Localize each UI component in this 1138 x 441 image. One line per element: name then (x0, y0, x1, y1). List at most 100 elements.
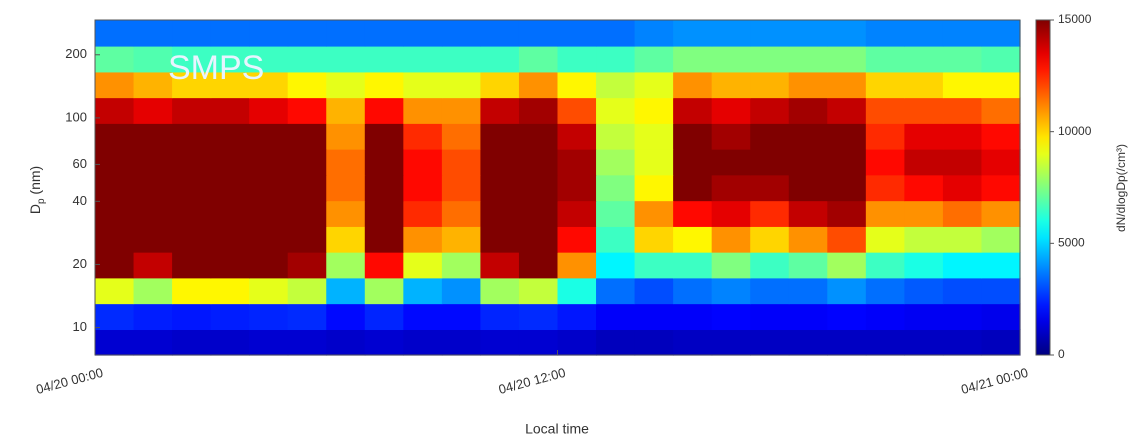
heatmap-cell (288, 304, 327, 330)
heatmap-cell (866, 201, 905, 227)
heatmap-cell (981, 20, 1020, 47)
heatmap-cell (403, 201, 442, 227)
heatmap-cell (981, 304, 1020, 330)
heatmap-cell (134, 226, 173, 252)
heatmap-cell (981, 175, 1020, 201)
heatmap-cell (442, 72, 481, 98)
heatmap-cell (519, 123, 558, 149)
heatmap-cell (712, 175, 751, 201)
x-tick-label: 04/20 12:00 (497, 365, 567, 397)
y-label-main: D (27, 204, 43, 214)
heatmap-cell (943, 278, 982, 304)
heatmap-cell (827, 123, 866, 149)
heatmap-cell (827, 304, 866, 330)
heatmap-cell (211, 20, 250, 47)
heatmap-cell (134, 72, 173, 98)
heatmap-cell (365, 304, 404, 330)
heatmap-cell (442, 201, 481, 227)
heatmap-cell (519, 252, 558, 278)
heatmap-cell (750, 175, 789, 201)
heatmap-cell (326, 252, 365, 278)
heatmap-cell (712, 252, 751, 278)
heatmap-cell (750, 149, 789, 175)
heatmap-cell (789, 123, 828, 149)
colorbar-tick-label: 5000 (1058, 236, 1085, 250)
chart: SMPS Local time Dp (nm) dN/dlogDp(/cm³) … (0, 0, 1138, 441)
heatmap-cell (134, 20, 173, 47)
heatmap-cell (172, 201, 211, 227)
heatmap-cell (365, 20, 404, 47)
heatmap-cell (635, 201, 674, 227)
heatmap-cell (480, 252, 519, 278)
heatmap-cell (981, 72, 1020, 98)
heatmap-cell (904, 20, 943, 47)
heatmap-cell (172, 226, 211, 252)
heatmap-cell (673, 329, 712, 355)
heatmap-cell (789, 329, 828, 355)
heatmap-cell (365, 226, 404, 252)
heatmap-cell (981, 329, 1020, 355)
heatmap-cell (866, 304, 905, 330)
heatmap-cell (134, 304, 173, 330)
heatmap-cell (943, 123, 982, 149)
heatmap-cell (365, 98, 404, 124)
heatmap-cell (981, 278, 1020, 304)
heatmap-cell (211, 329, 250, 355)
heatmap-cell (635, 123, 674, 149)
heatmap-cell (789, 304, 828, 330)
heatmap-cell (211, 304, 250, 330)
heatmap-cell (288, 98, 327, 124)
heatmap-cell (866, 98, 905, 124)
heatmap-cell (288, 123, 327, 149)
heatmap-cell (750, 98, 789, 124)
heatmap-cell (827, 252, 866, 278)
heatmap-cell (866, 72, 905, 98)
colorbar-tick-label: 15000 (1058, 12, 1092, 26)
heatmap-cell (596, 278, 635, 304)
annotation: SMPS (168, 49, 264, 87)
heatmap-cell (943, 329, 982, 355)
heatmap-cell (673, 149, 712, 175)
heatmap-cell (442, 329, 481, 355)
heatmap-cell (211, 278, 250, 304)
heatmap-cell (789, 20, 828, 47)
heatmap-cell (480, 226, 519, 252)
heatmap-cell (95, 123, 134, 149)
heatmap-cell (95, 20, 134, 47)
heatmap-cell (943, 149, 982, 175)
heatmap-cell (365, 201, 404, 227)
heatmap-cell (403, 304, 442, 330)
heatmap-cell (635, 149, 674, 175)
heatmap-cell (943, 46, 982, 72)
y-label-unit: (nm) (27, 166, 43, 199)
heatmap-cell (519, 329, 558, 355)
heatmap-cell (95, 278, 134, 304)
heatmap-cell (789, 226, 828, 252)
heatmap-cell (981, 149, 1020, 175)
heatmap-cell (866, 123, 905, 149)
heatmap-cell (866, 329, 905, 355)
heatmap-cell (712, 304, 751, 330)
heatmap-cell (558, 201, 597, 227)
heatmap-cell (712, 72, 751, 98)
x-tick-label: 04/21 00:00 (959, 365, 1029, 397)
heatmap-cell (95, 252, 134, 278)
heatmap-cell (442, 175, 481, 201)
heatmap-cell (904, 278, 943, 304)
heatmap-cell (249, 226, 288, 252)
heatmap-cell (442, 46, 481, 72)
heatmap-cell (558, 252, 597, 278)
heatmap-cell (249, 123, 288, 149)
heatmap-cell (712, 123, 751, 149)
heatmap-cell (403, 98, 442, 124)
heatmap-cell (326, 278, 365, 304)
heatmap-cell (904, 46, 943, 72)
heatmap-cell (365, 149, 404, 175)
heatmap-cell (442, 149, 481, 175)
heatmap-cell (95, 98, 134, 124)
heatmap-cell (326, 329, 365, 355)
y-tick-label: 10 (73, 319, 87, 334)
heatmap-cell (712, 46, 751, 72)
heatmap-cell (326, 149, 365, 175)
heatmap-cell (712, 201, 751, 227)
